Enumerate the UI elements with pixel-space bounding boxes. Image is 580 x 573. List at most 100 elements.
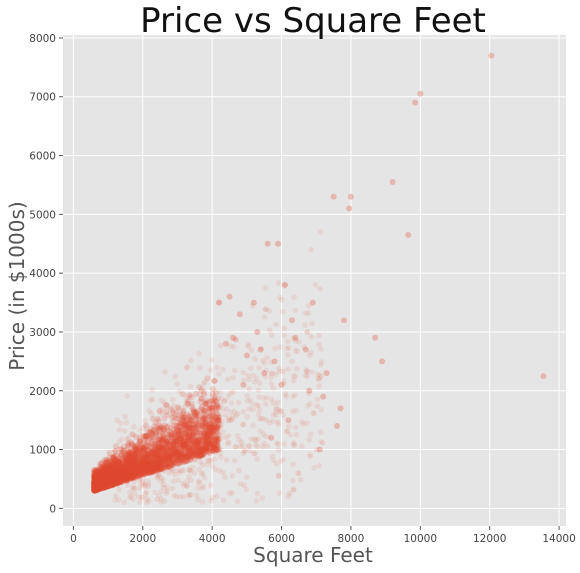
data-point xyxy=(154,446,161,453)
data-point xyxy=(194,443,201,450)
data-point xyxy=(147,449,154,456)
data-point xyxy=(144,455,151,462)
data-point xyxy=(167,454,174,460)
data-point xyxy=(192,451,199,458)
data-point xyxy=(205,414,212,421)
data-point xyxy=(94,484,101,491)
data-point xyxy=(189,446,196,453)
data-point xyxy=(108,466,115,473)
data-point xyxy=(177,427,184,434)
data-point xyxy=(204,432,211,439)
data-point xyxy=(144,495,150,502)
data-point xyxy=(101,481,108,488)
data-point xyxy=(108,474,115,481)
data-point xyxy=(198,443,205,450)
data-point xyxy=(98,478,105,485)
data-point xyxy=(107,477,114,484)
data-point xyxy=(139,468,146,475)
data-point xyxy=(155,442,162,448)
data-point xyxy=(119,467,126,473)
data-point xyxy=(190,408,197,415)
data-point xyxy=(189,453,196,460)
data-point xyxy=(93,478,100,485)
data-point xyxy=(91,481,98,488)
data-point xyxy=(99,479,106,485)
data-point xyxy=(100,471,107,478)
data-point xyxy=(341,317,347,324)
data-point xyxy=(179,457,186,464)
data-point xyxy=(98,480,105,487)
data-point xyxy=(206,409,213,416)
data-point xyxy=(103,468,110,475)
data-point xyxy=(91,481,98,488)
data-point xyxy=(120,459,127,466)
data-point xyxy=(92,484,99,491)
data-point xyxy=(215,420,222,427)
data-point xyxy=(203,445,210,452)
data-point xyxy=(145,460,152,467)
data-point xyxy=(115,472,122,478)
data-point xyxy=(99,478,106,485)
data-point xyxy=(97,476,104,483)
x-tick-label: 14000 xyxy=(542,533,575,545)
data-point xyxy=(121,469,128,476)
data-point xyxy=(171,459,178,466)
data-point xyxy=(165,438,172,445)
data-point xyxy=(94,479,101,486)
data-point xyxy=(152,465,159,472)
data-point xyxy=(141,455,148,462)
data-point xyxy=(173,452,180,459)
data-point xyxy=(92,480,99,487)
data-point xyxy=(98,481,105,487)
data-point xyxy=(174,432,181,439)
data-point xyxy=(146,468,153,475)
data-point xyxy=(104,462,110,469)
data-point xyxy=(126,455,133,462)
data-point xyxy=(206,436,213,443)
data-point xyxy=(304,373,311,380)
data-point xyxy=(200,416,207,423)
data-point xyxy=(91,484,98,491)
data-point xyxy=(199,437,206,444)
data-point xyxy=(207,446,214,453)
data-point xyxy=(203,445,210,452)
data-point xyxy=(112,472,119,479)
data-point xyxy=(133,474,140,481)
data-point xyxy=(97,485,104,492)
data-point xyxy=(119,462,126,469)
data-point xyxy=(196,447,203,454)
data-point xyxy=(176,451,183,457)
data-point xyxy=(127,463,134,470)
data-point xyxy=(163,401,169,408)
data-point xyxy=(194,436,201,443)
data-point xyxy=(93,484,100,491)
data-point xyxy=(195,436,201,442)
data-point xyxy=(130,465,137,472)
data-point xyxy=(125,471,132,477)
data-point xyxy=(129,473,136,480)
data-point xyxy=(112,472,119,479)
data-point xyxy=(114,479,121,486)
data-point xyxy=(91,469,98,476)
data-point xyxy=(212,436,219,443)
data-point xyxy=(102,479,109,486)
data-point xyxy=(177,451,184,458)
data-point xyxy=(186,392,193,399)
data-point xyxy=(174,381,180,387)
data-point xyxy=(100,472,106,479)
y-tick-label: 2000 xyxy=(29,386,56,398)
data-point xyxy=(92,476,98,483)
data-point xyxy=(120,460,127,467)
data-point xyxy=(94,481,101,488)
data-point xyxy=(120,477,127,484)
data-point xyxy=(100,480,107,487)
data-point xyxy=(91,473,98,480)
data-point xyxy=(106,449,113,456)
data-point xyxy=(91,481,98,488)
data-point xyxy=(204,441,211,448)
data-point xyxy=(98,478,105,485)
data-point xyxy=(135,453,142,460)
data-point xyxy=(217,343,224,349)
data-point xyxy=(104,481,111,488)
data-point xyxy=(307,431,314,438)
